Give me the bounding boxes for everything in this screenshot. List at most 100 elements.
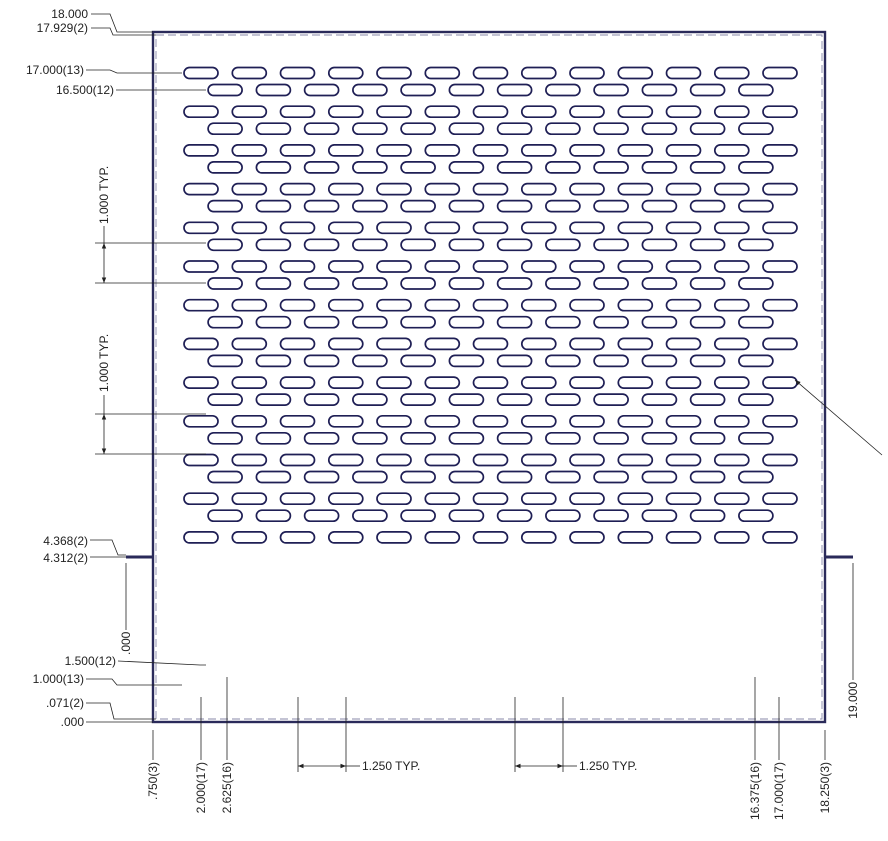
slot-even (207, 470, 243, 484)
slot-odd (279, 182, 316, 196)
slot-even (352, 83, 388, 97)
leader-bottom-inner (86, 702, 156, 720)
slot-even (738, 83, 774, 97)
slot-odd (279, 337, 316, 351)
slot-odd (713, 492, 750, 506)
slot-even (352, 277, 388, 290)
slot-odd (279, 144, 316, 157)
slot-even (303, 393, 340, 406)
slot-odd (183, 492, 219, 506)
slot-even (738, 393, 774, 406)
slot-even (207, 122, 243, 136)
slot-even (641, 83, 678, 97)
slot-even (448, 238, 485, 252)
slot-even (352, 161, 388, 174)
plate-inner-edge (155, 34, 823, 720)
slot-odd (617, 221, 654, 235)
slot-odd (762, 182, 798, 196)
slot-odd (665, 414, 702, 428)
slot-even (255, 161, 292, 174)
slot-even (303, 277, 340, 290)
slot-odd (376, 66, 412, 80)
slot-even (400, 470, 436, 484)
slot-even (496, 354, 533, 368)
slot-odd (569, 144, 605, 157)
slot-even (738, 161, 774, 174)
label-right-edge: 19.000 (846, 682, 860, 719)
slot-odd (762, 414, 798, 428)
slot-even (400, 83, 436, 97)
slot-even (496, 470, 533, 484)
slot-pattern (183, 66, 798, 544)
slot-even (593, 431, 629, 445)
slot-odd (713, 531, 750, 544)
slot-even (448, 83, 485, 97)
slot-odd (665, 182, 702, 196)
slot-odd (569, 105, 605, 119)
plate-outline (151, 30, 827, 724)
slot-even (207, 509, 243, 523)
slot-even (593, 199, 629, 213)
slot-even (593, 122, 629, 136)
slot-even (545, 277, 581, 290)
slot-odd (569, 337, 605, 351)
slot-odd (327, 105, 364, 119)
slot-odd (569, 260, 605, 273)
slot-odd (617, 337, 654, 351)
slot-even (689, 393, 726, 406)
slot-even (593, 238, 629, 252)
slot-even (738, 354, 774, 368)
slot-odd (424, 337, 461, 351)
slot-even (593, 470, 629, 484)
slot-odd (231, 66, 268, 80)
label-pitch-lower: 1.000 TYP. (97, 334, 111, 392)
slot-odd (713, 144, 750, 157)
slot-odd (231, 531, 268, 544)
slot-even (545, 470, 581, 484)
leader-top-inner (91, 27, 156, 36)
slot-odd (762, 453, 798, 467)
slot-even (255, 83, 292, 97)
slot-odd (569, 298, 605, 312)
slot-odd (424, 144, 461, 157)
slot-odd (279, 414, 316, 428)
label-row-odd-top: 17.000(13) (26, 63, 84, 77)
slot-odd (520, 182, 557, 196)
slot-even (641, 277, 678, 290)
label-pitch-upper: 1.000 TYP. (97, 166, 111, 224)
slot-even (496, 238, 533, 252)
slot-even (303, 509, 340, 523)
slot-even (400, 315, 436, 329)
slot-even (545, 393, 581, 406)
slot-even (593, 83, 629, 97)
slot-even (400, 122, 436, 136)
slot-odd (424, 66, 461, 80)
slot-odd (376, 376, 412, 389)
slot-odd (665, 492, 702, 506)
slot-even (593, 161, 629, 174)
slot-odd (376, 531, 412, 544)
label-col-odd-last: 17.000(17) (772, 762, 786, 820)
slot-even (738, 315, 774, 329)
slot-odd (327, 221, 364, 235)
slot-even (689, 238, 726, 252)
slot-even (641, 354, 678, 368)
slot-odd (231, 376, 268, 389)
slot-odd (183, 221, 219, 235)
slot-even (545, 354, 581, 368)
slot-even (448, 431, 485, 445)
slot-odd (279, 492, 316, 506)
slot-even (593, 393, 629, 406)
slot-even (400, 277, 436, 290)
slot-odd (376, 105, 412, 119)
slot-odd (472, 492, 509, 506)
slot-even (496, 393, 533, 406)
slot-even (738, 431, 774, 445)
slot-even (545, 161, 581, 174)
slot-odd (617, 66, 654, 80)
slot-even (545, 431, 581, 445)
slot-even (207, 431, 243, 445)
slot-odd (327, 337, 364, 351)
slot-even (400, 354, 436, 368)
slot-odd (231, 105, 268, 119)
